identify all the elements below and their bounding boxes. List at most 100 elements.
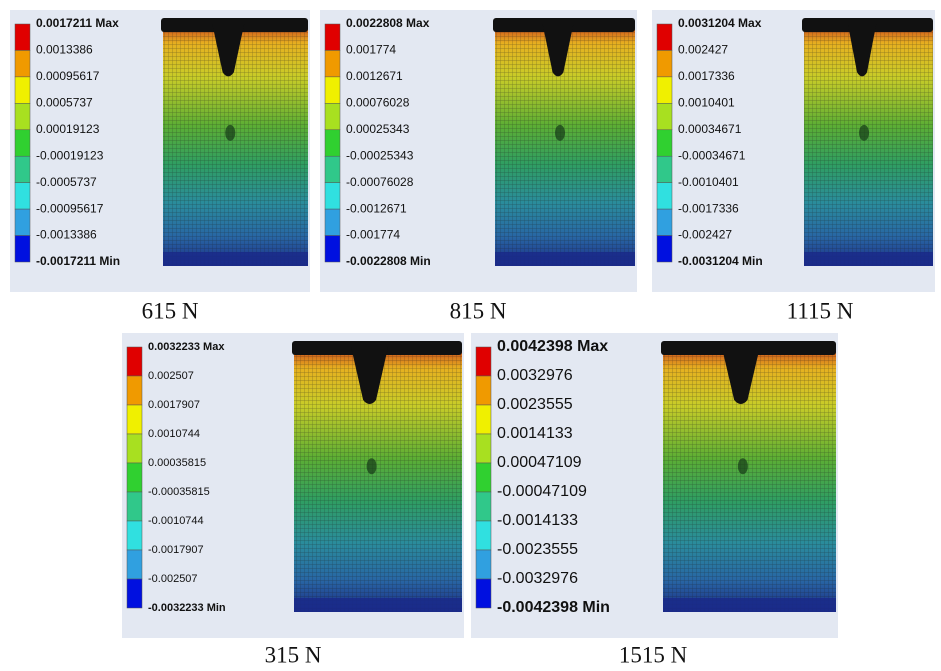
legend-label: -0.0017336	[678, 201, 739, 215]
bottom-band	[663, 598, 836, 612]
legend-label: -0.00025343	[346, 148, 414, 162]
caption: 315 N	[265, 642, 322, 667]
legend-swatch	[14, 50, 31, 78]
caption: 615 N	[142, 298, 199, 323]
bottom-band	[163, 252, 308, 266]
legend-swatch	[475, 491, 492, 522]
legend-swatch	[475, 404, 492, 435]
legend-label: 0.0022808 Max	[346, 16, 430, 30]
legend-swatch	[475, 462, 492, 493]
legend-swatch	[14, 235, 31, 263]
legend-label: 0.00019123	[36, 122, 100, 136]
legend-swatch	[656, 155, 673, 183]
legend-label: 0.00047109	[497, 454, 582, 471]
legend-label: -0.0014133	[497, 512, 578, 529]
legend-label: -0.00047109	[497, 483, 587, 500]
legend-label: 0.00095617	[36, 69, 100, 83]
notch	[212, 24, 245, 77]
legend-label: 0.002427	[678, 43, 728, 57]
legend-label: 0.0014133	[497, 425, 573, 442]
legend-swatch	[14, 103, 31, 131]
legend-swatch	[126, 549, 143, 580]
bottom-band	[804, 252, 933, 266]
legend-label: -0.0022808 Min	[346, 254, 431, 268]
legend-label: 0.002507	[148, 370, 194, 382]
legend-swatch	[656, 103, 673, 131]
legend-label: 0.0017211 Max	[36, 16, 119, 30]
crack-zone	[225, 124, 236, 141]
legend-swatch	[126, 375, 143, 406]
legend-swatch	[324, 129, 341, 157]
legend-label: 0.0017336	[678, 69, 735, 83]
legend-swatch	[126, 404, 143, 435]
legend-swatch	[126, 462, 143, 493]
legend-swatch	[324, 208, 341, 236]
legend-swatch	[14, 208, 31, 236]
legend-label: 0.0032976	[497, 367, 573, 384]
legend-label: -0.002427	[678, 228, 732, 242]
legend-swatch	[324, 76, 341, 104]
legend-swatch	[14, 76, 31, 104]
bottom-band	[495, 252, 635, 266]
notch	[542, 24, 574, 77]
legend-swatch	[126, 491, 143, 522]
legend-swatch	[656, 182, 673, 210]
legend-label: 0.0017907	[148, 399, 200, 411]
result-panel: 0.0042398 Max 0.0032976 0.0023555 0.0014133…	[471, 333, 838, 638]
legend-swatch	[324, 155, 341, 183]
crack-zone	[737, 458, 748, 475]
legend-swatch	[656, 50, 673, 78]
crack-zone	[555, 124, 565, 141]
legend-swatch	[14, 129, 31, 157]
legend-label: -0.001774	[346, 228, 400, 242]
notch	[847, 24, 877, 77]
legend-label: -0.0017907	[148, 544, 204, 556]
legend-label: -0.00035815	[148, 486, 210, 498]
legend-swatch	[324, 103, 341, 131]
legend-label: 0.0031204 Max	[678, 16, 762, 30]
legend-swatch	[14, 23, 31, 51]
legend-label: 0.0013386	[36, 43, 93, 57]
legend-label: -0.0010744	[148, 515, 204, 527]
legend-swatch	[324, 23, 341, 51]
legend-swatch	[475, 520, 492, 551]
legend-label: -0.0031204 Min	[678, 254, 763, 268]
legend-label: -0.00095617	[36, 201, 104, 215]
legend-label: 0.0005737	[36, 96, 93, 110]
legend-swatch	[656, 129, 673, 157]
legend-swatch	[656, 76, 673, 104]
crack-zone	[859, 124, 870, 141]
caption: 1515 N	[619, 642, 688, 667]
caption: 815 N	[450, 298, 507, 323]
result-panel: 0.0017211 Max 0.0013386 0.00095617 0.000573…	[10, 10, 310, 292]
legend-swatch	[126, 346, 143, 377]
legend-swatch	[14, 155, 31, 183]
legend-label: -0.002507	[148, 573, 198, 585]
legend-label: -0.00076028	[346, 175, 414, 189]
notch	[721, 347, 760, 404]
legend-swatch	[14, 182, 31, 210]
legend-label: 0.0010744	[148, 428, 200, 440]
legend-label: 0.0012671	[346, 69, 403, 83]
legend-label: -0.0032976	[497, 570, 578, 587]
legend-swatch	[324, 50, 341, 78]
legend-label: 0.0010401	[678, 96, 735, 110]
caption: 1115 N	[787, 298, 854, 323]
legend-swatch	[324, 182, 341, 210]
legend-swatch	[656, 235, 673, 263]
legend-label: 0.0023555	[497, 396, 573, 413]
legend-swatch	[475, 433, 492, 464]
legend-swatch	[475, 578, 492, 609]
result-panel: 0.0022808 Max 0.001774 0.0012671 0.00076028…	[320, 10, 637, 292]
legend-label: 0.00034671	[678, 122, 742, 136]
legend-swatch	[656, 23, 673, 51]
legend-label: -0.0005737	[36, 175, 97, 189]
legend-label: 0.00025343	[346, 122, 410, 136]
legend-label: -0.0032233 Min	[148, 602, 226, 614]
legend-label: -0.0017211 Min	[36, 254, 120, 268]
legend-swatch	[126, 433, 143, 464]
legend-label: -0.0042398 Min	[497, 599, 610, 616]
crack-zone	[366, 458, 377, 475]
legend-swatch	[324, 235, 341, 263]
